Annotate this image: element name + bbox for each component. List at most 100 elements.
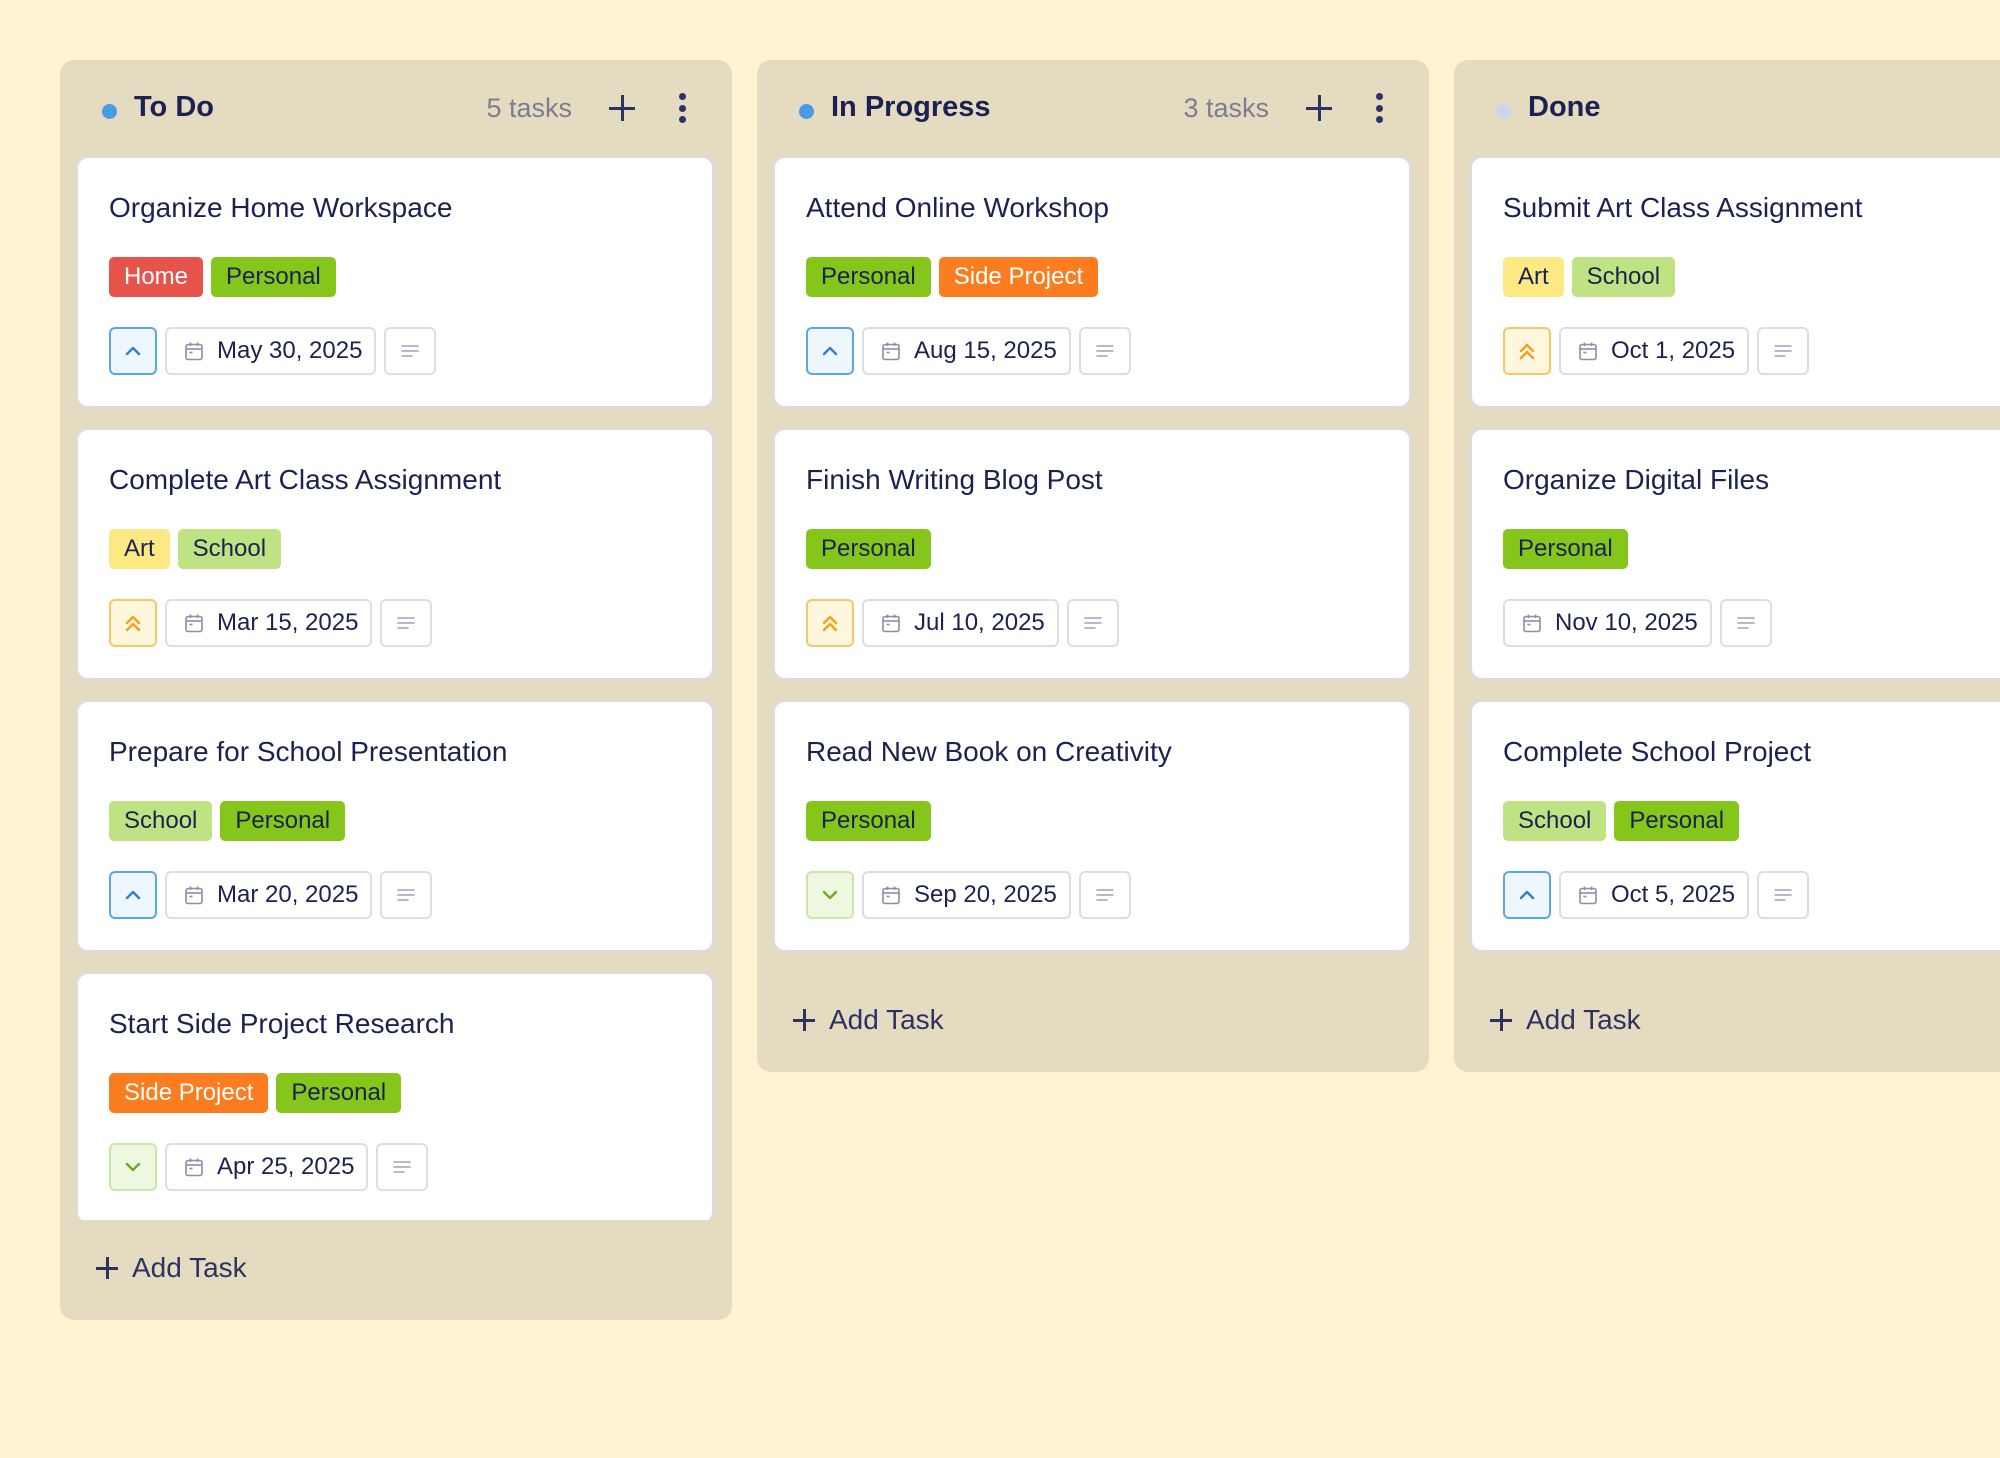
task-card[interactable]: Organize Digital Files Personal Nov 10, 20… (1470, 428, 2000, 680)
due-date: Mar 20, 2025 (217, 881, 359, 908)
tag-list: Personal (806, 529, 931, 569)
priority-button[interactable] (109, 871, 157, 919)
tag-personal[interactable]: Personal (220, 801, 346, 841)
tag-home[interactable]: Home (109, 257, 204, 297)
tag-personal[interactable]: Personal (1614, 801, 1740, 841)
task-card[interactable]: Organize Home Workspace Home Personal May 3… (76, 156, 714, 408)
due-date: Jul 10, 2025 (914, 609, 1045, 636)
tag-list: School Personal (1503, 801, 1740, 841)
calendar-icon (1577, 340, 1599, 362)
due-date-button[interactable]: Aug 15, 2025 (862, 327, 1071, 375)
tag-school[interactable]: School (177, 529, 282, 569)
description-button[interactable] (380, 871, 433, 919)
priority-button[interactable] (109, 1143, 157, 1191)
task-title: Organize Home Workspace (109, 192, 453, 223)
task-card[interactable]: Submit Art Class Assignment Art School Oct … (1470, 156, 2000, 408)
description-button[interactable] (1078, 327, 1131, 375)
add-task-button[interactable]: Add Task (791, 1000, 944, 1040)
task-meta: Mar 20, 2025 (109, 871, 433, 919)
status-dot (1496, 104, 1511, 119)
tag-personal[interactable]: Personal (1503, 529, 1628, 569)
column-title: To Do (134, 91, 214, 123)
priority-button[interactable] (806, 871, 854, 919)
column-done: Done3 tasks Submit Art Class Assignment Ar… (1454, 60, 2000, 1072)
description-button[interactable] (1757, 327, 1810, 375)
task-card[interactable]: Read New Book on Creativity Personal Sep 2… (773, 700, 1411, 952)
task-card[interactable]: Attend Online Workshop Personal Side Proje… (773, 156, 1411, 408)
tag-art[interactable]: Art (109, 529, 170, 569)
description-icon (1094, 340, 1116, 362)
tag-personal[interactable]: Personal (806, 257, 931, 297)
tag-list: Art School (109, 529, 282, 569)
priority-button[interactable] (806, 327, 854, 375)
tag-personal[interactable]: Personal (806, 801, 931, 841)
due-date-button[interactable]: May 30, 2025 (165, 327, 377, 375)
calendar-icon (183, 612, 205, 634)
due-date-button[interactable]: Jul 10, 2025 (862, 599, 1059, 647)
description-button[interactable] (384, 327, 437, 375)
description-button[interactable] (1757, 871, 1810, 919)
task-title: Finish Writing Blog Post (806, 464, 1103, 495)
task-title: Complete School Project (1503, 736, 1812, 767)
task-card[interactable]: Start Side Project Research Side Project P… (76, 972, 714, 1220)
description-icon (399, 340, 421, 362)
description-button[interactable] (376, 1143, 429, 1191)
plus-icon (94, 1255, 120, 1281)
status-dot (102, 104, 117, 119)
due-date-button[interactable]: Sep 20, 2025 (862, 871, 1071, 919)
tag-personal[interactable]: Personal (276, 1073, 402, 1113)
due-date-button[interactable]: Mar 20, 2025 (165, 871, 373, 919)
description-button[interactable] (1066, 599, 1119, 647)
add-task-button[interactable]: Add Task (1488, 1000, 1641, 1040)
more-options-icon[interactable] (1369, 90, 1389, 126)
description-button[interactable] (380, 599, 433, 647)
tag-art[interactable]: Art (1503, 257, 1564, 297)
tag-school[interactable]: School (1503, 801, 1607, 841)
due-date: Nov 10, 2025 (1555, 609, 1698, 636)
task-card[interactable]: Complete Art Class Assignment Art School Ma… (76, 428, 714, 680)
add-task-button[interactable]: Add Task (94, 1248, 247, 1288)
task-card[interactable]: Prepare for School Presentation School Per… (76, 700, 714, 952)
due-date-button[interactable]: Nov 10, 2025 (1503, 599, 1712, 647)
priority-button[interactable] (109, 327, 157, 375)
due-date-button[interactable]: Mar 15, 2025 (165, 599, 373, 647)
tag-list: Side Project Personal (109, 1073, 402, 1113)
column-to-do: To Do 5 tasks Organize Home Workspace Home P… (60, 60, 732, 1320)
add-task-plus-icon[interactable] (604, 90, 640, 126)
description-icon (1735, 612, 1757, 634)
plus-icon (791, 1007, 817, 1033)
card-list: Organize Home Workspace Home Personal May 3… (60, 156, 732, 1220)
double-chevron-up-icon (1516, 340, 1538, 362)
priority-button[interactable] (1503, 871, 1551, 919)
tag-personal[interactable]: Personal (211, 257, 336, 297)
task-meta: Apr 25, 2025 (109, 1143, 429, 1191)
priority-button[interactable] (1503, 327, 1551, 375)
due-date-button[interactable]: Oct 1, 2025 (1559, 327, 1750, 375)
plus-icon (1488, 1007, 1514, 1033)
add-task-plus-icon[interactable] (1301, 90, 1337, 126)
task-card[interactable]: Finish Writing Blog Post Personal Jul 10, … (773, 428, 1411, 680)
task-card[interactable]: Complete School Project School Personal Oct… (1470, 700, 2000, 952)
task-title: Submit Art Class Assignment (1503, 192, 1863, 223)
tag-list: School Personal (109, 801, 346, 841)
double-chevron-up-icon (122, 612, 144, 634)
card-list: Submit Art Class Assignment Art School Oct … (1454, 156, 2000, 972)
description-button[interactable] (1719, 599, 1772, 647)
status-dot (799, 104, 814, 119)
tag-side-project[interactable]: Side Project (938, 257, 1099, 297)
description-icon (1094, 884, 1116, 906)
tag-school[interactable]: School (1571, 257, 1676, 297)
description-icon (395, 612, 417, 634)
task-meta: Oct 1, 2025 (1503, 327, 1810, 375)
tag-personal[interactable]: Personal (806, 529, 931, 569)
more-options-icon[interactable] (672, 90, 692, 126)
tag-side-project[interactable]: Side Project (109, 1073, 269, 1113)
task-meta: Jul 10, 2025 (806, 599, 1119, 647)
tag-list: Personal (806, 801, 931, 841)
due-date-button[interactable]: Oct 5, 2025 (1559, 871, 1750, 919)
description-button[interactable] (1078, 871, 1131, 919)
due-date-button[interactable]: Apr 25, 2025 (165, 1143, 369, 1191)
tag-school[interactable]: School (109, 801, 213, 841)
priority-button[interactable] (109, 599, 157, 647)
priority-button[interactable] (806, 599, 854, 647)
